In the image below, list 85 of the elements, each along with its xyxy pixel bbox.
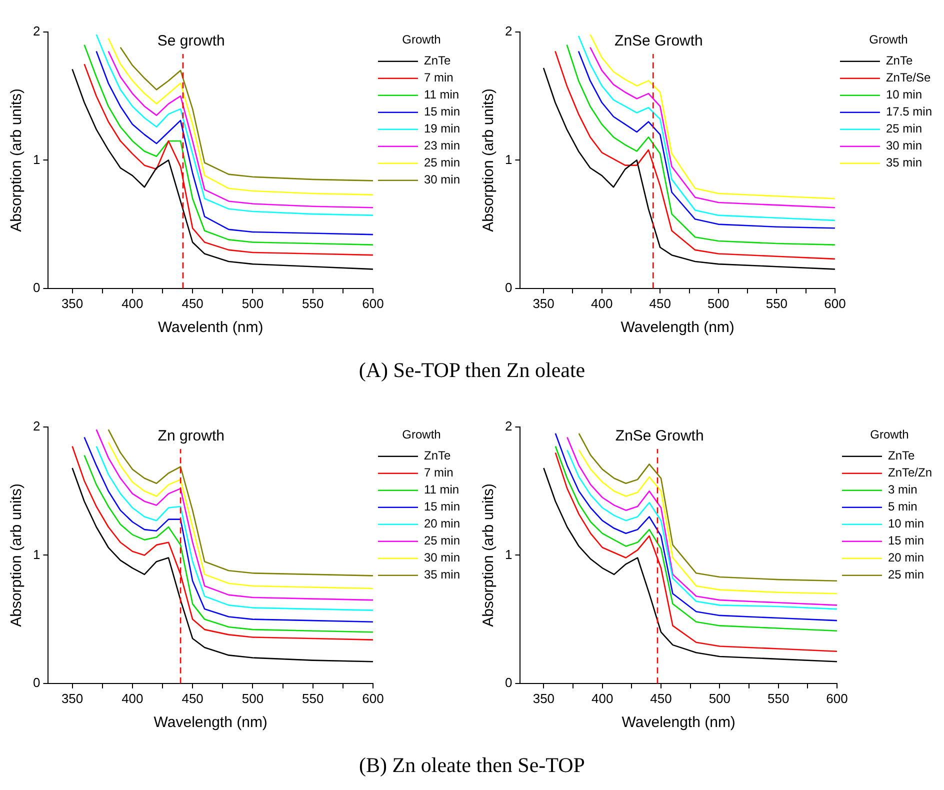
x-tick-label: 500 (242, 690, 264, 706)
legend-label: 3 min (888, 482, 918, 497)
legend-label: 25 min (424, 534, 460, 548)
y-tick-label: 1 (32, 546, 40, 562)
y-axis-title: Absorption (arb units) (8, 483, 26, 627)
legend-title: Growth (870, 427, 909, 442)
x-tick-label: 500 (242, 296, 264, 311)
y-tick-label: 2 (504, 24, 512, 39)
legend-label: 30 min (424, 550, 460, 565)
y-tick-label: 2 (32, 418, 40, 434)
x-axis-title: Wavelength (nm) (622, 714, 736, 732)
text: (B) Zn oleate then Se-TOP (359, 752, 585, 778)
legend-label: 17.5 min (886, 104, 932, 119)
legend-label: 10 min (888, 516, 924, 531)
legend-label: ZnTe/Zn (888, 466, 932, 480)
legend-label: 15 min (424, 500, 460, 514)
x-tick-label: 350 (61, 690, 84, 706)
y-axis-title: Absorption (arb units) (480, 88, 498, 232)
x-tick-label: 500 (708, 690, 731, 706)
x-tick-label: 600 (826, 690, 848, 706)
legend-label: 15 min (424, 104, 460, 119)
x-axis-title: Wavelength (nm) (620, 319, 734, 336)
x-tick-label: 450 (650, 690, 672, 706)
x-tick-label: 400 (592, 690, 614, 706)
x-tick-label: 600 (824, 296, 846, 311)
y-tick-label: 0 (32, 280, 40, 295)
x-tick-label: 600 (362, 296, 384, 311)
legend-label: 35 min (886, 156, 922, 170)
legend-title: Growth (402, 427, 441, 442)
x-axis-title: Wavelenth (nm) (158, 319, 264, 336)
legend-label: 7 min (424, 70, 454, 85)
chart-title: ZnSe Growth (614, 32, 703, 50)
x-tick-label: 450 (182, 296, 204, 311)
x-tick-label: 500 (708, 296, 730, 311)
x-tick-label: 550 (302, 690, 324, 706)
y-tick-label: 0 (32, 674, 40, 690)
x-tick-label: 450 (649, 296, 671, 311)
legend-label: 19 min (424, 122, 460, 136)
legend-label: 35 min (424, 568, 460, 582)
x-tick-label: 400 (590, 296, 613, 311)
legend-label: ZnTe (886, 54, 913, 68)
y-tick-label: 0 (504, 280, 512, 295)
legend-label: ZnTe/Se (886, 70, 931, 85)
legend-label: 25 min (886, 122, 922, 136)
legend-label: 11 min (424, 482, 460, 497)
legend-title: Growth (869, 32, 908, 46)
x-axis-title: Wavelength (nm) (154, 714, 268, 732)
legend-label: 25 min (888, 568, 924, 582)
x-tick-label: 450 (182, 690, 204, 706)
x-tick-label: 350 (61, 296, 84, 311)
y-axis-title: Absorption (arb units) (480, 483, 498, 627)
legend-label: 10 min (886, 88, 922, 102)
y-tick-label: 1 (32, 152, 40, 167)
x-tick-label: 400 (122, 690, 144, 706)
legend-label: 5 min (888, 500, 918, 514)
legend-label: 23 min (424, 138, 460, 153)
y-tick-label: 0 (504, 674, 512, 690)
y-tick-label: 1 (504, 152, 512, 167)
y-axis-title: Absorption (arb units) (8, 88, 26, 232)
y-tick-label: 2 (504, 418, 512, 434)
chart-title: Zn growth (158, 428, 224, 445)
y-tick-label: 2 (32, 24, 40, 39)
x-tick-label: 550 (302, 296, 324, 311)
chart-title: Se growth (157, 32, 225, 50)
legend-label: 7 min (424, 466, 454, 480)
legend-label: ZnTe (888, 448, 915, 463)
x-tick-label: 550 (766, 296, 788, 311)
text: (A) Se-TOP then Zn oleate (358, 358, 586, 382)
legend-label: 20 min (888, 550, 924, 565)
x-tick-label: 350 (532, 690, 555, 706)
x-tick-label: 400 (122, 296, 144, 311)
x-tick-label: 550 (767, 690, 790, 706)
y-tick-label: 1 (504, 546, 512, 562)
legend-title: Growth (402, 32, 441, 46)
x-tick-label: 600 (362, 690, 384, 706)
x-tick-label: 350 (532, 296, 554, 311)
legend-label: 30 min (886, 138, 922, 153)
legend-label: 30 min (424, 172, 460, 187)
legend-label: ZnTe (424, 448, 451, 463)
legend-label: 20 min (424, 516, 460, 531)
legend-label: 25 min (424, 156, 460, 170)
legend-label: ZnTe (424, 54, 451, 68)
chart-title: ZnSe Growth (615, 428, 704, 445)
legend-label: 11 min (424, 88, 460, 102)
legend-label: 15 min (888, 534, 924, 548)
